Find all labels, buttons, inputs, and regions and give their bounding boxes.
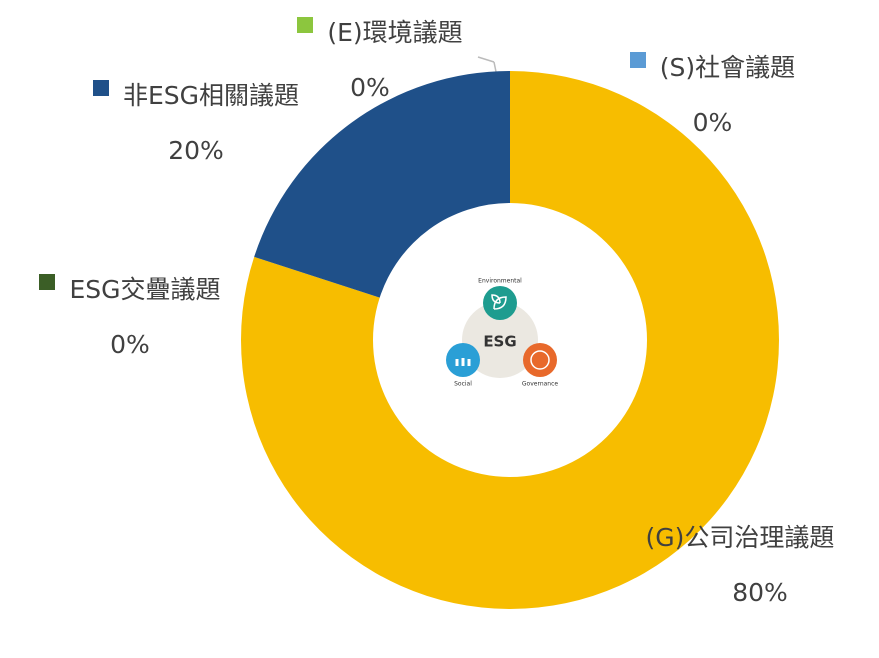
legend-swatch bbox=[582, 532, 598, 548]
label-line: (S)社會議題 bbox=[580, 40, 845, 95]
value-label: 80% bbox=[732, 578, 788, 607]
category-label: (S)社會議題 bbox=[659, 53, 796, 82]
esg-logo: ESG Environmental Social Governance bbox=[446, 278, 558, 388]
slice-label: 非ESG相關議題 20% bbox=[80, 68, 312, 178]
slice bbox=[241, 71, 779, 609]
value-label: 20% bbox=[168, 136, 224, 165]
label-line: 非ESG相關議題 bbox=[80, 68, 312, 123]
label-line: ESG交疊議題 bbox=[5, 262, 255, 317]
logo-label: Governance bbox=[522, 381, 559, 388]
category-label: ESG交疊議題 bbox=[69, 275, 221, 304]
category-label: 非ESG相關議題 bbox=[122, 81, 300, 110]
slice-label: (E)環境議題 0% bbox=[250, 5, 510, 115]
logo-label: Environmental bbox=[478, 278, 522, 285]
leader-line bbox=[477, 56, 495, 63]
slice bbox=[254, 71, 510, 298]
legend-swatch bbox=[39, 274, 56, 290]
logo-label: Social bbox=[454, 381, 472, 388]
value-label: 0% bbox=[692, 108, 733, 137]
legend-swatch bbox=[297, 17, 314, 33]
logo-title: ESG bbox=[483, 333, 516, 351]
legend-swatch bbox=[629, 52, 646, 68]
slice-label: ESG交疊議題 0% bbox=[5, 262, 255, 372]
label-line: (G)公司治理議題 bbox=[570, 510, 870, 565]
category-label: (E)環境議題 bbox=[327, 18, 463, 47]
slice-label: (G)公司治理議題 80% bbox=[570, 510, 870, 620]
legend-swatch bbox=[92, 80, 109, 96]
value-label: 0% bbox=[350, 73, 390, 102]
value-label: 0% bbox=[110, 330, 150, 359]
category-label: (G)公司治理議題 bbox=[645, 523, 835, 552]
slice-label: (S)社會議題 0% bbox=[580, 40, 845, 150]
label-line: (E)環境議題 bbox=[250, 5, 510, 60]
